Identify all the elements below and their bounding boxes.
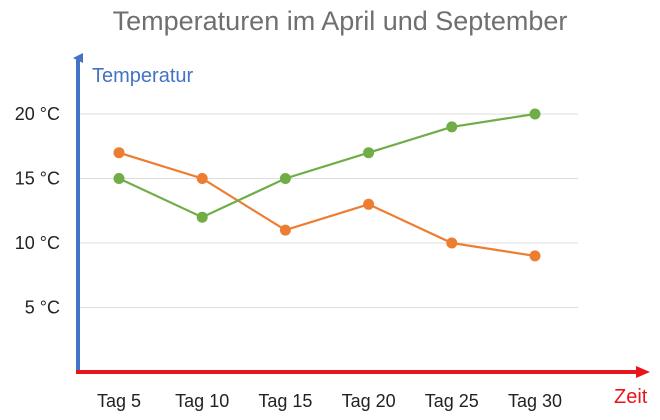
series-2 xyxy=(113,108,541,223)
x-axis-arrowhead xyxy=(636,366,650,378)
series-line xyxy=(118,151,536,257)
axes xyxy=(73,53,650,378)
data-point xyxy=(529,250,541,262)
y-tick-labels: 5 °C 10 °C 15 °C 20 °C xyxy=(15,104,60,318)
data-point xyxy=(446,121,458,133)
data-point xyxy=(363,198,375,210)
x-tick-label: Tag 25 xyxy=(425,391,479,411)
x-tick-label: Tag 15 xyxy=(258,391,312,411)
data-point xyxy=(113,173,125,184)
data-point xyxy=(196,173,208,184)
series-1 xyxy=(113,147,541,262)
data-point xyxy=(113,147,125,159)
x-axis-label: Zeit xyxy=(614,386,648,408)
x-tick-label: Tag 5 xyxy=(97,391,141,411)
data-point xyxy=(196,211,208,223)
series xyxy=(113,108,541,262)
y-tick-label: 5 °C xyxy=(25,298,60,318)
series-line xyxy=(118,112,536,219)
data-point xyxy=(279,173,291,184)
data-point xyxy=(279,224,291,236)
data-point xyxy=(446,237,458,249)
gridlines xyxy=(78,113,578,308)
y-tick-label: 10 °C xyxy=(15,233,60,253)
x-tick-label: Tag 10 xyxy=(175,391,229,411)
y-tick-label: 20 °C xyxy=(15,104,60,124)
chart-title: Temperaturen im April und September xyxy=(113,6,568,36)
x-tick-label: Tag 20 xyxy=(342,391,396,411)
x-tick-label: Tag 30 xyxy=(508,391,562,411)
y-tick-label: 15 °C xyxy=(15,169,60,189)
data-point xyxy=(529,108,541,120)
data-point xyxy=(363,147,375,159)
y-axis-label: Temperatur xyxy=(92,65,193,87)
x-tick-labels: Tag 5 Tag 10 Tag 15 Tag 20 Tag 25 Tag 30 xyxy=(97,391,562,411)
